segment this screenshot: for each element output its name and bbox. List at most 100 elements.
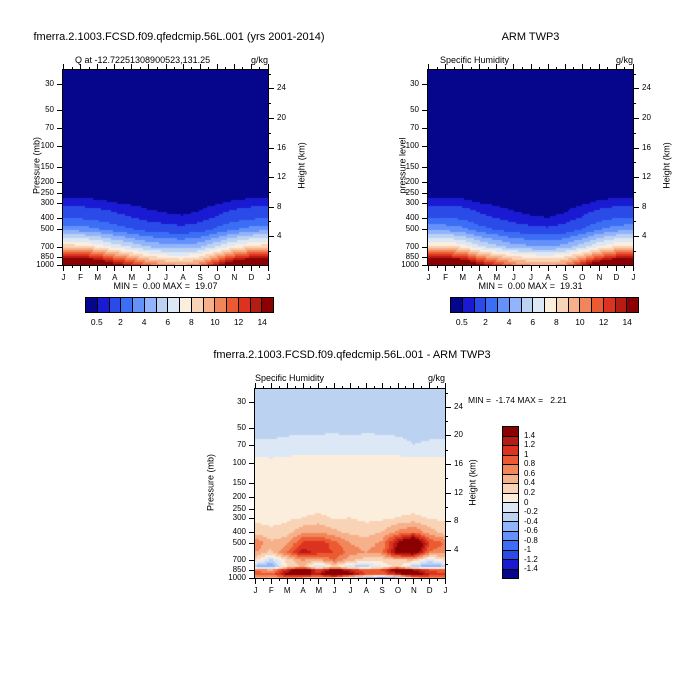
x-tick — [413, 383, 415, 389]
x-tick — [598, 64, 600, 70]
colorbar-tick-label: 10 — [210, 317, 220, 327]
contour-field — [428, 70, 633, 265]
minmax-label: MIN = -1.74 MAX = 2.21 — [468, 395, 567, 405]
x-tick — [302, 578, 304, 584]
height-tick — [445, 406, 451, 408]
x-tick — [530, 64, 532, 70]
x-tick-label: S — [197, 273, 203, 282]
panel-title: ARM TWP3 — [501, 31, 560, 43]
colorbar-segment — [97, 298, 110, 312]
x-tick — [63, 265, 64, 271]
height-tick-label: 12 — [454, 487, 463, 497]
x-tick-label: D — [613, 273, 620, 282]
colorbar-segment — [227, 298, 239, 312]
colorbar-segment — [503, 522, 518, 532]
height-tick — [268, 177, 274, 179]
pressure-tick — [249, 578, 255, 579]
colorbar-tick-label: 1.4 — [524, 430, 536, 440]
x-tick-label: A — [112, 273, 118, 282]
height-tick-label: 24 — [277, 83, 286, 93]
colorbar-tick-label: 0.5 — [90, 317, 103, 327]
x-tick — [429, 383, 431, 389]
pressure-tick-label: 700 — [405, 241, 419, 251]
x-minor-tick — [259, 67, 261, 70]
x-minor-tick — [539, 67, 541, 70]
pressure-tick — [249, 532, 255, 534]
x-tick-label: J — [529, 273, 533, 282]
x-minor-tick — [436, 265, 438, 268]
pressure-tick — [249, 508, 255, 510]
x-tick-label: J — [443, 586, 448, 595]
x-tick — [270, 578, 272, 584]
x-tick — [114, 265, 116, 271]
x-tick — [429, 578, 431, 584]
colorbar-segment — [603, 298, 616, 312]
x-tick — [496, 64, 498, 70]
height-tick — [633, 147, 639, 149]
x-tick-label: M — [493, 273, 501, 282]
x-minor-tick — [504, 67, 506, 70]
x-minor-tick — [590, 265, 592, 268]
x-minor-tick — [156, 265, 158, 268]
x-tick — [334, 383, 336, 389]
colorbar-segment — [144, 298, 157, 312]
height-minor-tick — [445, 507, 448, 509]
x-minor-tick — [88, 265, 90, 268]
colorbar-tick-label: 14 — [257, 317, 267, 327]
height-minor-tick — [445, 392, 448, 394]
x-minor-tick — [294, 578, 296, 581]
height-minor-tick — [633, 162, 636, 164]
x-minor-tick — [573, 265, 575, 268]
pressure-tick-label: 100 — [40, 140, 54, 150]
x-tick-label: O — [394, 586, 402, 595]
x-minor-tick — [326, 578, 328, 581]
x-minor-tick — [105, 67, 107, 70]
pressure-tick-label: 50 — [45, 105, 54, 115]
pressure-tick — [57, 127, 63, 129]
colorbar-segment — [568, 298, 581, 312]
x-tick-label: A — [363, 586, 369, 595]
x-tick — [255, 578, 256, 584]
colorbar-segment — [509, 298, 522, 312]
pressure-tick-label: 150 — [405, 161, 419, 171]
pressure-tick-label: 150 — [40, 161, 54, 171]
colorbar-tick-label: -0.4 — [524, 516, 538, 526]
x-minor-tick — [88, 67, 90, 70]
pressure-tick-label: 300 — [405, 197, 419, 207]
pressure-tick-label: 700 — [232, 555, 246, 565]
pressure-tick-label: 30 — [410, 78, 419, 88]
x-tick-label: M — [283, 586, 291, 595]
x-tick-label: F — [443, 273, 449, 282]
x-tick-label: M — [315, 586, 323, 595]
x-tick-label: J — [348, 586, 353, 595]
height-tick — [268, 236, 274, 238]
x-minor-tick — [262, 386, 264, 389]
height-tick-label: 4 — [642, 231, 647, 241]
pressure-tick-label: 150 — [232, 477, 246, 487]
colorbar — [85, 297, 274, 313]
x-minor-tick — [437, 578, 439, 581]
x-tick — [63, 64, 64, 70]
x-tick — [199, 64, 201, 70]
pressure-tick — [249, 402, 255, 404]
colorbar-tick-label: 0.8 — [524, 459, 536, 469]
pressure-tick-label: 70 — [410, 122, 419, 132]
pressure-tick-label: 250 — [232, 503, 246, 513]
height-tick — [445, 521, 451, 523]
pressure-tick — [249, 482, 255, 484]
height-tick — [268, 117, 274, 119]
pressure-tick-label: 1000 — [36, 260, 54, 269]
x-tick — [148, 64, 150, 70]
colorbar-tick-label: 6 — [530, 317, 536, 327]
x-tick — [445, 578, 446, 584]
height-tick-label: 20 — [454, 430, 463, 440]
colorbar-segment — [250, 298, 263, 312]
colorbar-tick-label: 8 — [188, 317, 194, 327]
colorbar-tick-label: 0.5 — [455, 317, 468, 327]
pressure-tick-label: 300 — [232, 512, 246, 522]
x-minor-tick — [242, 265, 244, 268]
x-tick — [496, 265, 498, 271]
panel-title: fmerra.2.1003.FCSD.f09.qfedcmip.56L.001 … — [213, 349, 491, 361]
x-tick — [381, 578, 383, 584]
